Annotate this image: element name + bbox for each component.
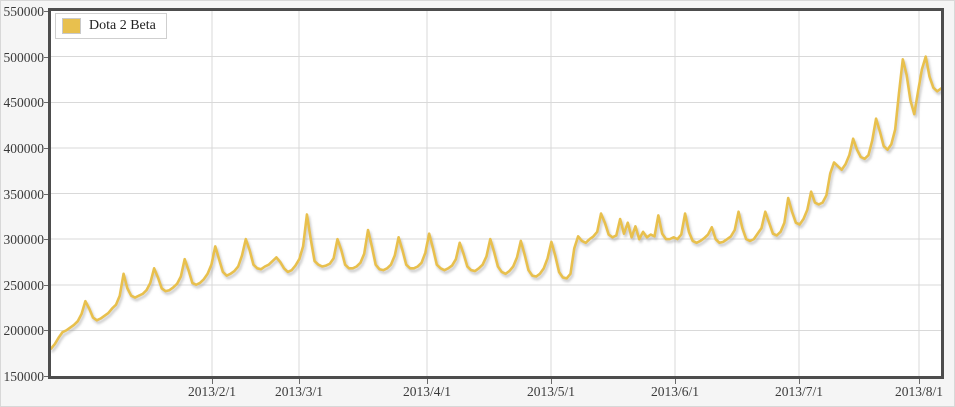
x-axis-tick-mark (551, 379, 552, 384)
x-axis-tick-mark (299, 379, 300, 384)
x-axis-tick-mark (919, 379, 920, 384)
x-axis-tick-label: 2013/4/1 (402, 384, 452, 399)
legend-swatch-icon (62, 18, 81, 34)
x-axis-tick-label: 2013/8/1 (894, 384, 944, 399)
legend-item-label: Dota 2 Beta (89, 18, 156, 33)
x-axis-tick-label: 2013/2/1 (187, 384, 237, 399)
gridlines (51, 11, 941, 376)
x-axis-tick-mark (675, 379, 676, 384)
x-axis-tick-label: 2013/3/1 (274, 384, 324, 399)
chart-legend[interactable]: Dota 2 Beta (55, 13, 167, 39)
x-axis-tick-label: 2013/6/1 (650, 384, 700, 399)
x-axis-tick-mark (212, 379, 213, 384)
series-line-dota-2-beta (51, 55, 941, 350)
line-chart-svg (51, 11, 941, 376)
plot-inner (51, 11, 941, 376)
x-axis-tick-label: 2013/7/1 (774, 384, 824, 399)
x-axis-tick-label: 2013/5/1 (526, 384, 576, 399)
plot-area (48, 8, 944, 379)
x-axis-tick-mark (427, 379, 428, 384)
x-axis-tick-mark (799, 379, 800, 384)
